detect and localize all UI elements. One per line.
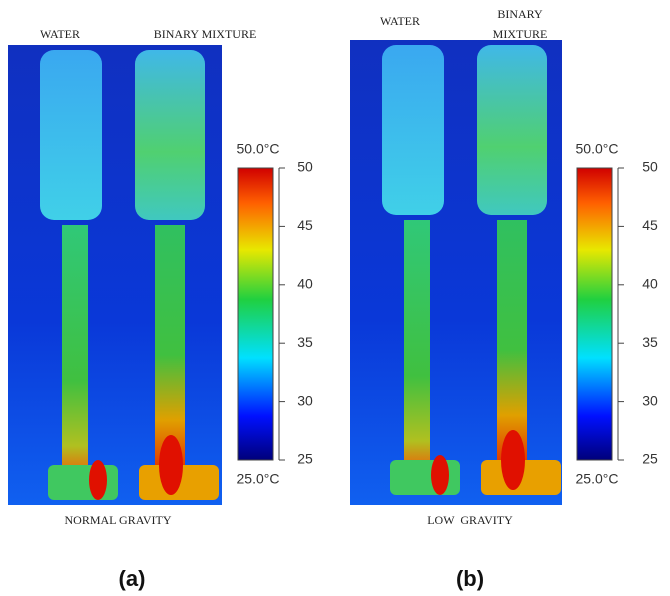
colorbar-min-label: 25.0°C — [576, 471, 619, 487]
tick-label: 40 — [297, 276, 313, 292]
hot-spot — [89, 460, 107, 500]
water-tube — [404, 220, 430, 480]
tick-label: 30 — [642, 392, 658, 408]
tick-label: 35 — [297, 334, 313, 350]
panel-tag: (a) — [119, 566, 146, 591]
water-base — [48, 465, 118, 500]
water-base — [390, 460, 460, 495]
colorbar-max-label: 50.0°C — [576, 141, 619, 157]
tick-label: 50 — [297, 159, 313, 175]
water-label: WATER — [40, 27, 80, 41]
caption: NORMAL GRAVITY — [64, 513, 171, 527]
colorbar — [237, 167, 274, 461]
mixture-label: BINARY — [497, 7, 543, 21]
tick-label: 45 — [642, 217, 658, 233]
water-bottle — [40, 50, 102, 220]
hot-spot — [501, 430, 525, 490]
panel: WATER BINARY MIXTURE 25 30 35 40 45 50 50.0°C 25.… — [8, 27, 313, 591]
tick-label: 50 — [642, 159, 658, 175]
water-bottle — [382, 45, 444, 215]
water-tube — [62, 225, 88, 485]
thermal-image — [350, 40, 562, 505]
tick-label: 25 — [642, 451, 658, 467]
mixture-bottle — [477, 45, 547, 215]
colorbar-max-label: 50.0°C — [237, 141, 280, 157]
hot-spot — [159, 435, 183, 495]
colorbar — [576, 167, 613, 461]
water-label: WATER — [380, 14, 420, 28]
mixture-label: BINARY MIXTURE — [154, 27, 257, 41]
mixture-label: MIXTURE — [493, 27, 548, 41]
colorbar-min-label: 25.0°C — [237, 471, 280, 487]
panel: WATER BINARY MIXTURE 25 30 35 40 45 50 50.0°C 25.0… — [350, 7, 658, 591]
tick-label: 30 — [297, 392, 313, 408]
tick-label: 40 — [642, 276, 658, 292]
mixture-bottle — [135, 50, 205, 220]
tick-label: 35 — [642, 334, 658, 350]
tick-label: 25 — [297, 451, 313, 467]
caption: LOW GRAVITY — [427, 513, 513, 527]
hot-spot — [431, 455, 449, 495]
tick-label: 45 — [297, 217, 313, 233]
panel-tag: (b) — [456, 566, 484, 591]
thermal-image — [8, 45, 222, 505]
